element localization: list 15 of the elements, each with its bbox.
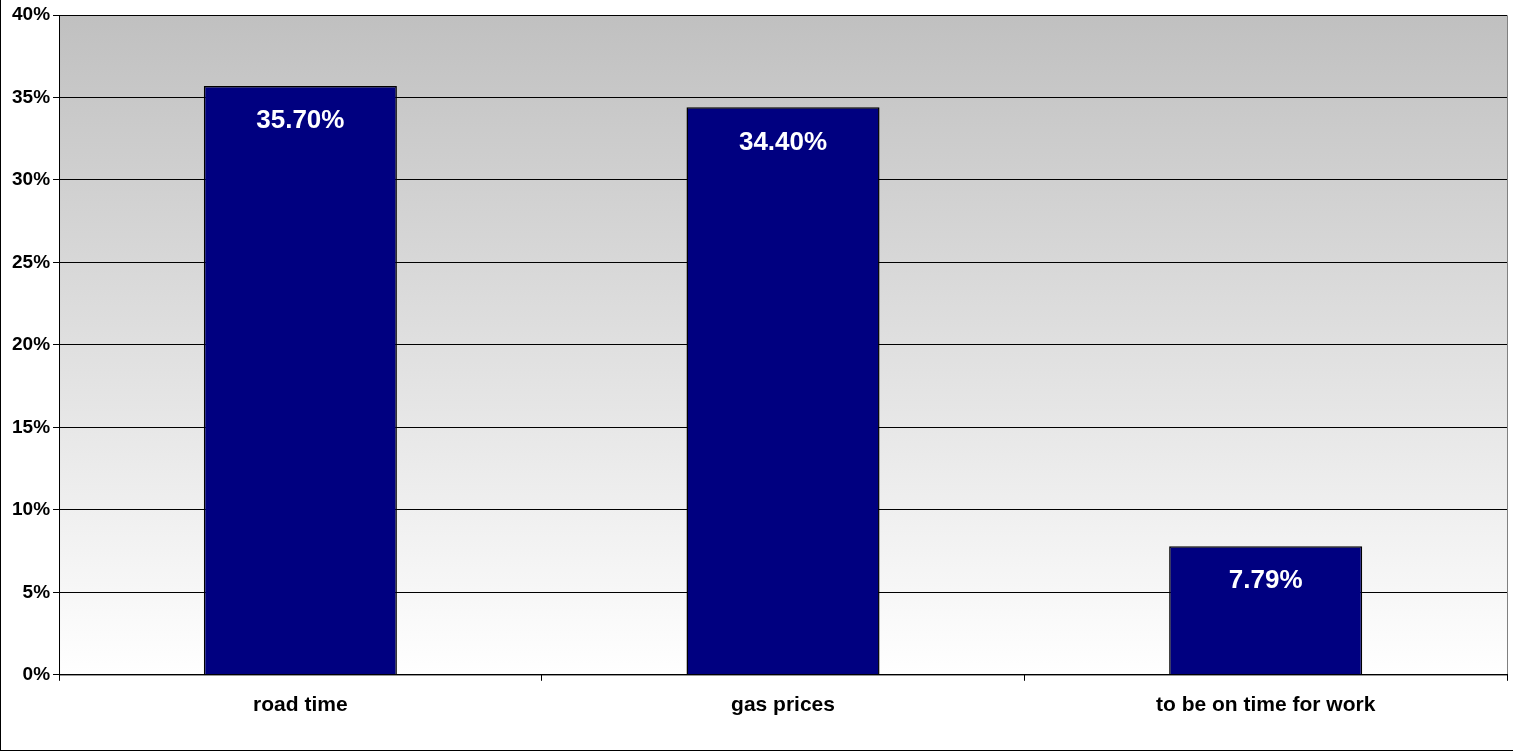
data-label: 34.40% — [738, 125, 828, 156]
data-label: 35.70% — [256, 104, 345, 135]
data-label: 7.79% — [1228, 564, 1303, 595]
y-tick-label: 30% — [12, 168, 51, 190]
y-tick-label: 10% — [12, 498, 51, 520]
y-tick-label: 15% — [12, 415, 51, 437]
y-tick-label: 40% — [12, 3, 51, 25]
y-tick-label: 5% — [22, 580, 51, 602]
y-tick-label: 20% — [12, 333, 51, 355]
y-tick-label: 25% — [12, 250, 51, 272]
x-tick-label: to be on time for work — [1156, 692, 1376, 716]
y-tick-label: 0% — [22, 663, 51, 685]
y-tick-label: 35% — [12, 85, 51, 107]
x-tick-label: gas prices — [731, 692, 835, 716]
x-tick-label: road time — [253, 692, 348, 716]
